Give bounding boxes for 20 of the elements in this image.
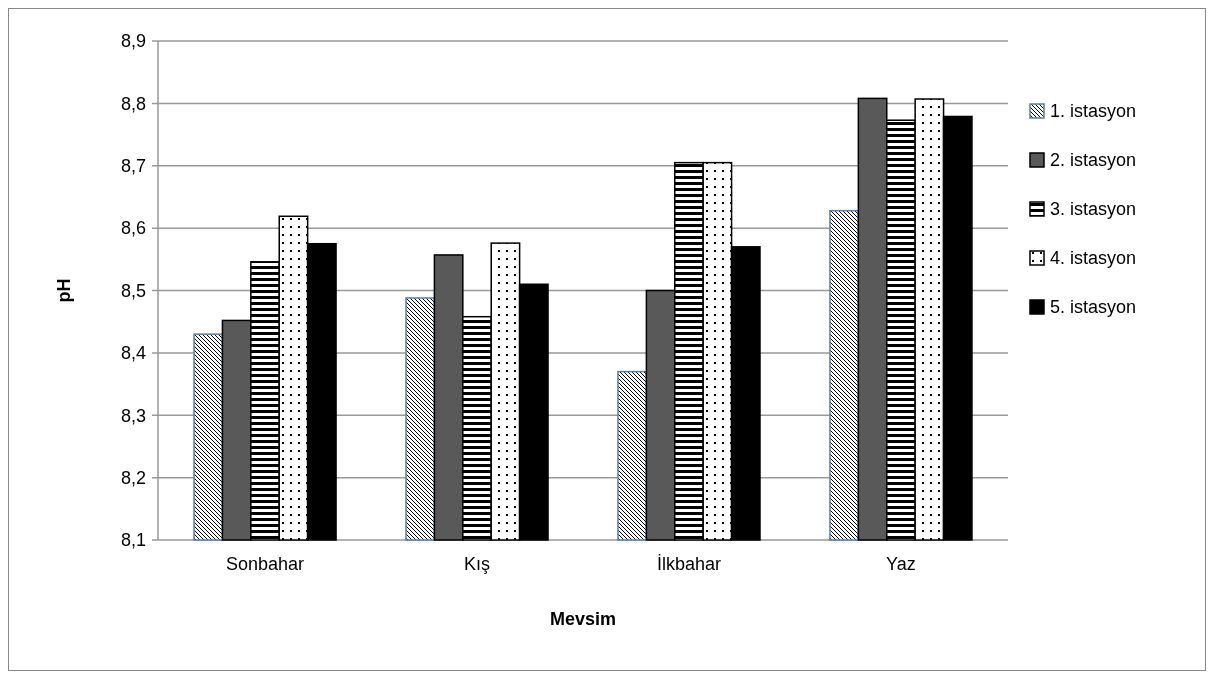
y-tick-label: 8,6 — [120, 218, 146, 239]
legend-label: 3. istasyon — [1050, 199, 1137, 220]
legend-label: 5. istasyon — [1050, 297, 1137, 318]
y-tick-label: 8,5 — [120, 280, 146, 301]
y-tick-label: 8,8 — [120, 93, 146, 114]
x-axis-title: Mevsim — [549, 609, 617, 629]
y-tick-label: 8,9 — [120, 31, 146, 52]
y-tick-label: 8,4 — [120, 343, 146, 364]
x-tick-label: Sonbahar — [226, 554, 305, 574]
x-tick-label: Yaz — [886, 554, 916, 574]
y-axis-title: pH — [54, 278, 74, 303]
y-tick-label: 8,2 — [120, 467, 146, 488]
legend-label: 2. istasyon — [1050, 150, 1137, 171]
legend-label: 4. istasyon — [1050, 248, 1137, 269]
y-tick-label: 8,3 — [120, 405, 146, 426]
legend-label: 1. istasyon — [1050, 101, 1137, 122]
y-tick-label: 8,1 — [120, 530, 146, 551]
x-tick-label: İlkbahar — [656, 554, 722, 574]
x-tick-label: Kış — [464, 554, 491, 574]
y-tick-label: 8,7 — [120, 156, 146, 177]
